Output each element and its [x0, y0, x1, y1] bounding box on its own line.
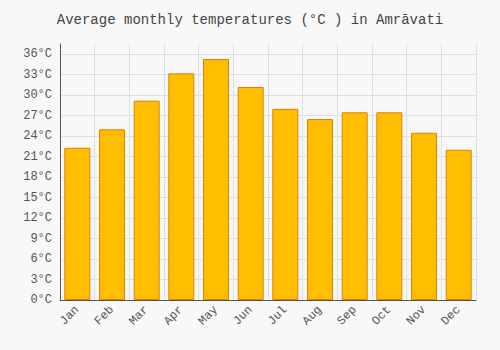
svg-text:27°C: 27°C [23, 109, 52, 123]
svg-text:Oct: Oct [369, 303, 394, 328]
svg-text:Feb: Feb [92, 303, 117, 328]
svg-text:May: May [196, 303, 221, 328]
svg-text:Nov: Nov [404, 303, 429, 328]
svg-text:Average monthly temperatures (: Average monthly temperatures (°C ) in Am… [57, 12, 443, 28]
svg-text:15°C: 15°C [23, 191, 52, 205]
svg-text:Aug: Aug [300, 303, 325, 328]
svg-text:12°C: 12°C [23, 211, 52, 225]
svg-text:33°C: 33°C [23, 68, 52, 82]
svg-text:Jun: Jun [230, 303, 255, 328]
svg-text:Dec: Dec [438, 303, 463, 328]
svg-text:Jul: Jul [265, 303, 290, 328]
svg-text:Jan: Jan [57, 303, 82, 328]
svg-text:Apr: Apr [161, 303, 186, 328]
svg-text:21°C: 21°C [23, 150, 52, 164]
svg-text:Sep: Sep [334, 303, 359, 328]
svg-text:Mar: Mar [126, 303, 151, 328]
svg-text:9°C: 9°C [30, 232, 52, 246]
svg-text:24°C: 24°C [23, 129, 52, 143]
svg-text:36°C: 36°C [23, 47, 52, 61]
svg-text:30°C: 30°C [23, 88, 52, 102]
svg-text:3°C: 3°C [30, 273, 52, 287]
svg-text:6°C: 6°C [30, 252, 52, 266]
svg-text:18°C: 18°C [23, 170, 52, 184]
svg-text:0°C: 0°C [30, 293, 52, 307]
